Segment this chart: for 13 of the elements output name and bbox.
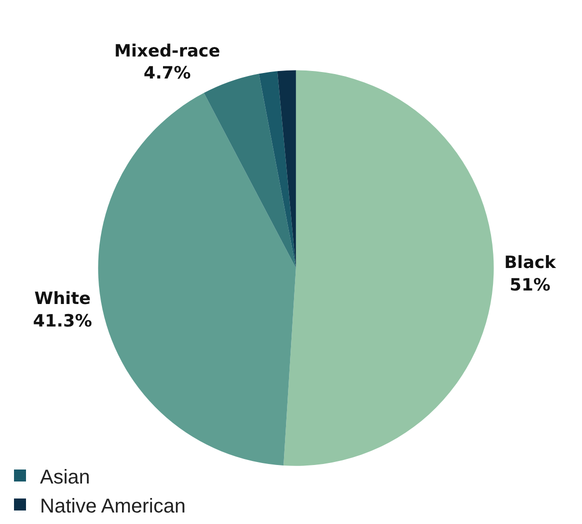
pie-slice — [98, 92, 296, 466]
slice-label: Mixed-race — [114, 41, 220, 62]
pie-slice — [284, 70, 494, 466]
pie-slice — [258, 71, 296, 268]
data-label: 51% — [510, 275, 550, 296]
slice-label: Black — [504, 253, 557, 274]
data-label: 4.7% — [144, 64, 191, 84]
legend-label: Native American — [40, 495, 186, 518]
slice-label: White — [34, 289, 91, 310]
legend-label: Asian — [40, 466, 90, 488]
pie-slice — [277, 70, 296, 268]
data-label: 41.3% — [32, 311, 92, 332]
pie-slice — [204, 74, 296, 268]
